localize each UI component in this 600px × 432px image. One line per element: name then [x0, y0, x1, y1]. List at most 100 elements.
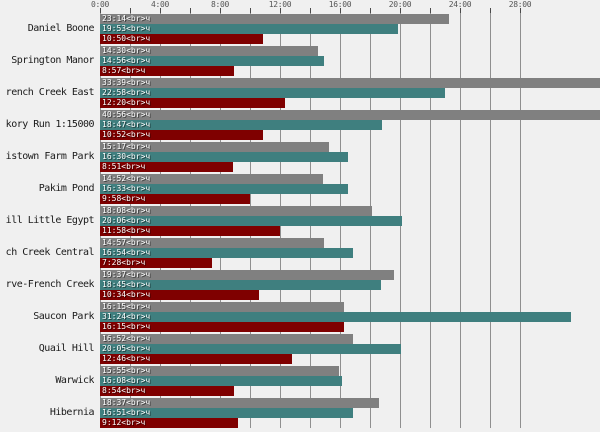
gridline [490, 13, 491, 428]
axis-tick [160, 8, 161, 13]
bar-series-3-darkred: 9:12<br>ч [100, 418, 238, 428]
bar-label: 23:14<br>ч [102, 14, 151, 23]
bar-label: 14:52<br>ч [102, 174, 151, 183]
bar-label: 8:54<br>ч [102, 386, 146, 395]
bar-series-1-gray: 14:52<br>ч [100, 174, 323, 184]
bar-series-1-gray: 16:15<br>ч [100, 302, 344, 312]
row-label: Pakim Pond [38, 183, 94, 194]
axis-tick-label: 24:00 [448, 0, 472, 9]
bar-series-2-teal: 22:58<br>ч [100, 88, 445, 98]
bar-series-2-teal: 16:08<br>ч [100, 376, 342, 386]
bar-series-3-darkred: 12:46<br>ч [100, 354, 292, 364]
bar-label: 9:12<br>ч [102, 418, 146, 427]
gridline [430, 13, 431, 428]
bar-series-2-teal: 20:05<br>ч [100, 344, 401, 354]
bar-series-2-teal: 18:47<br>ч [100, 120, 382, 130]
bar-series-2-teal: 31:24<br>ч [100, 312, 571, 322]
gridline [460, 13, 461, 428]
row-label: rve-French Creek [5, 279, 94, 290]
axis-tick-label: 20:00 [388, 0, 412, 9]
bar-series-3-darkred: 8:54<br>ч [100, 386, 234, 396]
bar-series-1-gray: 15:55<br>ч [100, 366, 339, 376]
bar-series-1-gray: 16:52<br>ч [100, 334, 353, 344]
gridline [520, 13, 521, 428]
axis-tick [190, 8, 191, 13]
bar-series-3-darkred: 12:20<br>ч [100, 98, 285, 108]
bar-series-3-darkred: 8:51<br>ч [100, 162, 233, 172]
bar-series-1-gray: 14:57<br>ч [100, 238, 324, 248]
bar-series-3-darkred: 10:34<br>ч [100, 290, 259, 300]
axis-tick [100, 8, 101, 13]
row-label: ill Little Egypt [5, 215, 94, 226]
row-label: istown Farm Park [5, 151, 94, 162]
bar-series-1-gray: 33:39<br>ч [100, 78, 600, 88]
row-label: Warwick [55, 375, 94, 386]
bar-label: 11:58<br>ч [102, 226, 151, 235]
row-label: kory Run 1:15000 [5, 119, 94, 130]
axis-tick-label: 28:00 [508, 0, 532, 9]
bar-label: 18:37<br>ч [102, 398, 151, 407]
axis-tick-label: 12:00 [268, 0, 292, 9]
bar-label: 10:50<br>ч [102, 34, 151, 43]
axis-tick [250, 8, 251, 13]
bar-series-1-gray: 18:08<br>ч [100, 206, 372, 216]
bar-label: 16:51<br>ч [102, 408, 151, 417]
bar-label: 10:52<br>ч [102, 130, 151, 139]
row-label: rench Creek East [5, 87, 94, 98]
bar-label: 8:51<br>ч [102, 162, 146, 171]
bar-label: 16:30<br>ч [102, 152, 151, 161]
bar-series-2-teal: 19:53<br>ч [100, 24, 398, 34]
bar-label: 15:17<br>ч [102, 142, 151, 151]
bar-label: 40:56<br>ч [102, 110, 151, 119]
bar-label: 19:53<br>ч [102, 24, 151, 33]
row-label: Daniel Boone [27, 23, 94, 34]
bar-label: 7:28<br>ч [102, 258, 146, 267]
bar-series-3-darkred: 7:28<br>ч [100, 258, 212, 268]
axis-tick [130, 8, 131, 13]
bar-label: 12:20<br>ч [102, 98, 151, 107]
axis-tick-label: 4:00 [150, 0, 170, 9]
row-label: ch Creek Central [5, 247, 94, 258]
row-label: Springton Manor [11, 55, 94, 66]
bar-label: 20:05<br>ч [102, 344, 151, 353]
axis-tick [430, 8, 431, 13]
bar-label: 16:54<br>ч [102, 248, 151, 257]
bar-series-2-teal: 16:54<br>ч [100, 248, 353, 258]
bar-series-2-teal: 16:30<br>ч [100, 152, 348, 162]
bar-series-2-teal: 16:51<br>ч [100, 408, 353, 418]
bar-series-1-gray: 18:37<br>ч [100, 398, 379, 408]
bar-series-2-teal: 18:45<br>ч [100, 280, 381, 290]
row-label: Quail Hill [38, 343, 94, 354]
axis-tick-label: 16:00 [328, 0, 352, 9]
bar-label: 16:52<br>ч [102, 334, 151, 343]
bar-label: 10:34<br>ч [102, 290, 151, 299]
bar-series-2-teal: 14:56<br>ч [100, 56, 324, 66]
axis-tick [340, 8, 341, 13]
bar-label: 19:37<br>ч [102, 270, 151, 279]
bar-series-3-darkred: 8:57<br>ч [100, 66, 234, 76]
bar-label: 33:39<br>ч [102, 78, 151, 87]
bar-label: 16:33<br>ч [102, 184, 151, 193]
bar-label: 12:46<br>ч [102, 354, 151, 363]
bar-label: 31:24<br>ч [102, 312, 151, 321]
row-label: Hibernia [49, 407, 94, 418]
axis-tick [460, 8, 461, 13]
bar-label: 18:47<br>ч [102, 120, 151, 129]
bar-label: 16:08<br>ч [102, 376, 151, 385]
bar-series-3-darkred: 9:58<br>ч [100, 194, 250, 204]
axis-tick [370, 8, 371, 13]
axis-tick [490, 8, 491, 13]
bar-label: 18:45<br>ч [102, 280, 151, 289]
bar-series-2-teal: 16:33<br>ч [100, 184, 348, 194]
axis-tick-label: 0:00 [90, 0, 110, 9]
bar-label: 14:30<br>ч [102, 46, 151, 55]
bar-label: 22:58<br>ч [102, 88, 151, 97]
bar-label: 8:57<br>ч [102, 66, 146, 75]
bar-series-3-darkred: 10:52<br>ч [100, 130, 263, 140]
bar-label: 18:08<br>ч [102, 206, 151, 215]
bar-series-1-gray: 40:56<br>ч [100, 110, 600, 120]
axis-tick [310, 8, 311, 13]
bar-label: 16:15<br>ч [102, 302, 151, 311]
bar-series-1-gray: 23:14<br>ч [100, 14, 449, 24]
axis-tick [220, 8, 221, 13]
